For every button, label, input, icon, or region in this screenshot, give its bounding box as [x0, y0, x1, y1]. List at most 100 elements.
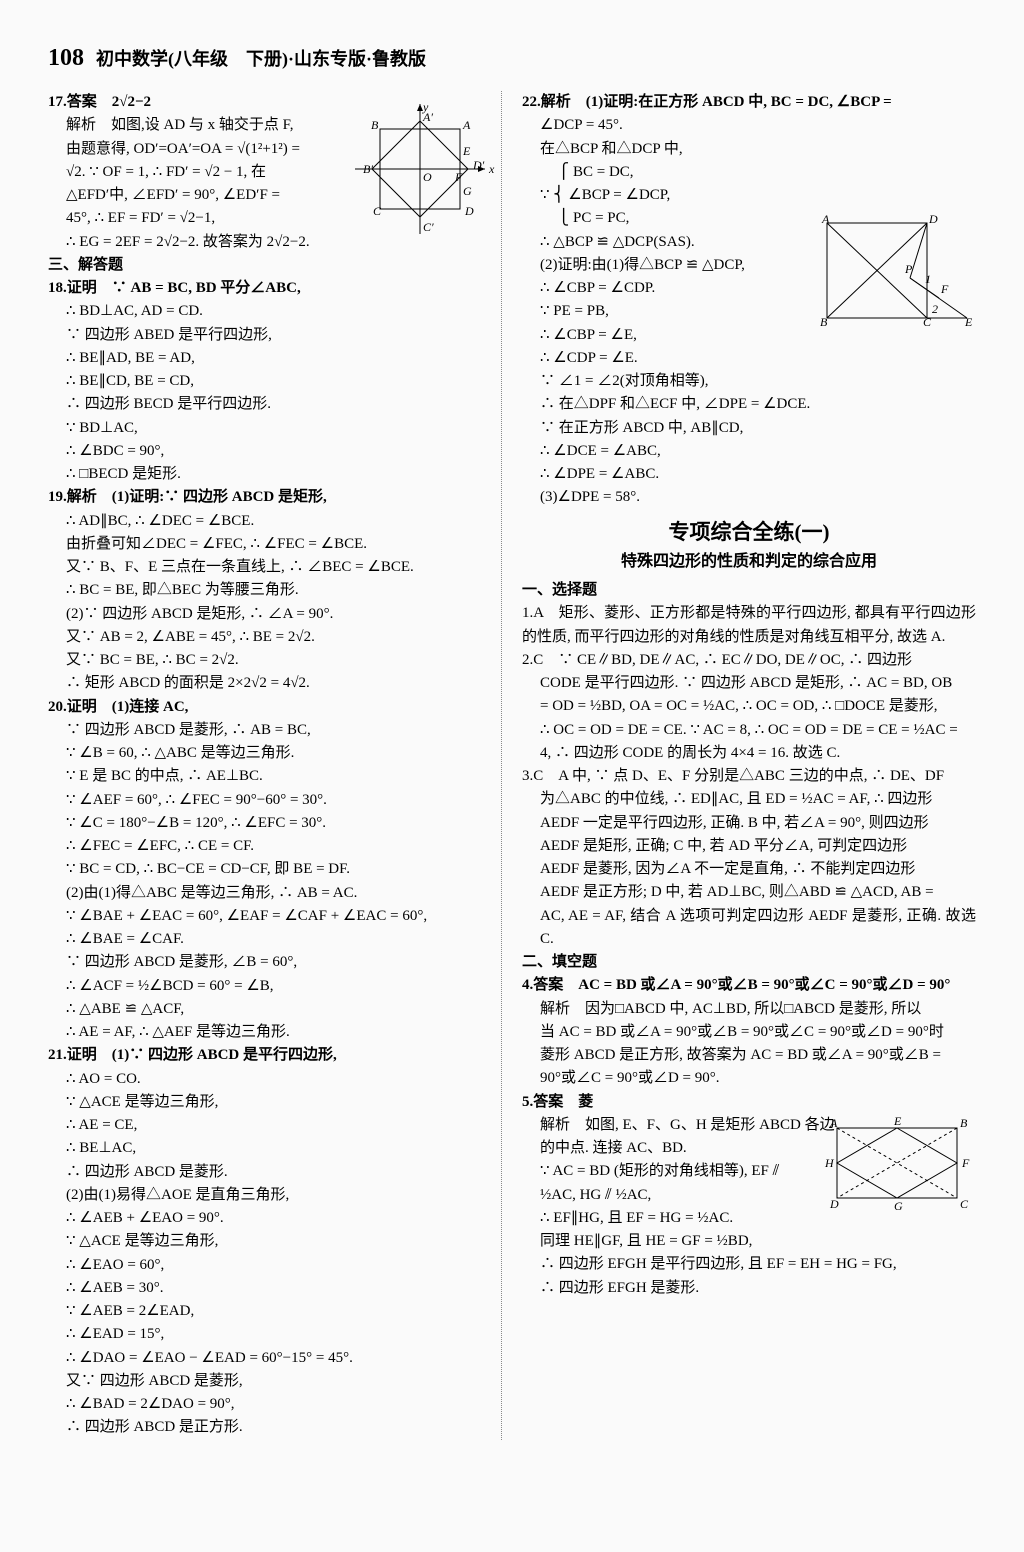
q21-head: 21.证明 (1)∵ 四边形 ABCD 是平行四边形, — [48, 1044, 483, 1067]
q2-e: 4, ∴ 四边形 CODE 的周长为 4×4 = 16. 故选 C. — [522, 742, 976, 765]
svg-text:B: B — [960, 1116, 968, 1130]
q2-a: 2.C ∵ CE∥BD, DE∥AC, ∴ EC∥DO, DE∥OC, ∴ 四边… — [522, 649, 976, 672]
q22-o: ∵ 在正方形 ABCD 中, AB∥CD, — [522, 417, 976, 440]
figure-q5-diagram: AEB HF DGC — [822, 1113, 972, 1213]
svg-text:F: F — [940, 282, 949, 296]
q1-a: 1.A 矩形、菱形、正方形都是特殊的平行四边形, 都具有平行四边形的性质, 而平… — [522, 602, 976, 649]
q19-c: 由折叠可知∠DEC = ∠FEC, ∴ ∠FEC = ∠BCE. — [48, 533, 483, 556]
q18-proof-head: 18.证明 ∵ AB = BC, BD 平分∠ABC, — [48, 277, 483, 300]
q3-b: 为△ABC 的中位线, ∴ ED∥AC, 且 ED = ½AC = AF, ∴ … — [522, 788, 976, 811]
svg-text:P: P — [904, 262, 913, 276]
q22-m: ∵ ∠1 = ∠2(对顶角相等), — [522, 370, 976, 393]
q21-q: ∴ 四边形 ABCD 是正方形. — [48, 1416, 483, 1439]
q5-i: ∴ 四边形 EFGH 是菱形. — [522, 1277, 976, 1300]
q19-d: 又∵ B、F、E 三点在一条直线上, ∴ ∠BEC = ∠BCE. — [48, 556, 483, 579]
q21-f: ∴ 四边形 ABCD 是菱形. — [48, 1161, 483, 1184]
q18-g: ∵ BD⊥AC, — [48, 417, 483, 440]
q22-p: ∴ ∠DCE = ∠ABC, — [522, 440, 976, 463]
q21-h: ∴ ∠AEB + ∠EAO = 90°. — [48, 1207, 483, 1230]
q20-i: (2)由(1)得△ABC 是等边三角形, ∴ AB = AC. — [48, 882, 483, 905]
q20-d: ∵ E 是 BC 的中点, ∴ AE⊥BC. — [48, 765, 483, 788]
two-column-layout: yx A′ BA ED′ B′OF G CD C′ 17.答案 2√2−2 解析… — [48, 91, 976, 1440]
q22-c: 在△BCP 和△DCP 中, — [522, 138, 976, 161]
q21-l: ∵ ∠AEB = 2∠EAD, — [48, 1300, 483, 1323]
q20-m: ∴ ∠ACF = ½∠BCD = 60° = ∠B, — [48, 975, 483, 998]
q20-l: ∵ 四边形 ABCD 是菱形, ∠B = 60°, — [48, 951, 483, 974]
q18-f: ∴ 四边形 BECD 是平行四边形. — [48, 393, 483, 416]
q22-e: ∵ ⎨ ∠BCP = ∠DCP, — [522, 184, 976, 207]
section-2-heading: 二、填空题 — [522, 951, 976, 974]
q18-h: ∴ ∠BDC = 90°, — [48, 440, 483, 463]
q20-o: ∴ AE = AF, ∴ △AEF 是等边三角形. — [48, 1021, 483, 1044]
q3-d: AEDF 是矩形, 正确; C 中, 若 AD 平分∠A, 可判定四边形 — [522, 835, 976, 858]
svg-text:G: G — [894, 1199, 903, 1213]
q20-e: ∵ ∠AEF = 60°, ∴ ∠FEC = 90°−60° = 30°. — [48, 789, 483, 812]
svg-text:D: D — [464, 204, 474, 218]
q19-g: 又∵ AB = 2, ∠ABE = 45°, ∴ BE = 2√2. — [48, 626, 483, 649]
svg-text:B: B — [820, 315, 828, 328]
q19-head: 19.解析 (1)证明:∵ 四边形 ABCD 是矩形, — [48, 486, 483, 509]
svg-text:D: D — [829, 1197, 839, 1211]
svg-text:E: E — [462, 144, 471, 158]
q20-n: ∴ △ABE ≌ △ACF, — [48, 998, 483, 1021]
q20-k: ∴ ∠BAE = ∠CAF. — [48, 928, 483, 951]
practice-subtitle: 特殊四边形的性质和判定的综合应用 — [522, 550, 976, 575]
svg-text:2: 2 — [932, 302, 938, 316]
section-3-heading: 三、解答题 — [48, 254, 483, 277]
q20-c: ∵ ∠B = 60, ∴ △ABC 是等边三角形. — [48, 742, 483, 765]
q5-h: ∴ 四边形 EFGH 是平行四边形, 且 EF = EH = HG = FG, — [522, 1253, 976, 1276]
q21-g: (2)由(1)易得△AOE 是直角三角形, — [48, 1184, 483, 1207]
q18-c: ∵ 四边形 ABED 是平行四边形, — [48, 324, 483, 347]
q4-c: 当 AC = BD 或∠A = 90°或∠B = 90°或∠C = 90°或∠D… — [522, 1021, 976, 1044]
svg-text:C: C — [923, 315, 932, 328]
svg-text:A: A — [821, 213, 830, 226]
q4-ans: 4.答案 AC = BD 或∠A = 90°或∠B = 90°或∠C = 90°… — [522, 974, 976, 997]
q18-b: ∴ BD⊥AC, AD = CD. — [48, 300, 483, 323]
q21-m: ∴ ∠EAD = 15°, — [48, 1323, 483, 1346]
svg-text:G: G — [463, 184, 472, 198]
q4-b: 解析 因为□ABCD 中, AC⊥BD, 所以□ABCD 是菱形, 所以 — [522, 998, 976, 1021]
q22-n: ∴ 在△DPF 和△ECF 中, ∠DPE = ∠DCE. — [522, 393, 976, 416]
q19-h: 又∵ BC = BE, ∴ BC = 2√2. — [48, 649, 483, 672]
q3-a: 3.C A 中, ∵ 点 D、E、F 分别是△ABC 三边的中点, ∴ DE、D… — [522, 765, 976, 788]
q22-head: 22.解析 (1)证明:在正方形 ABCD 中, BC = DC, ∠BCP = — [522, 91, 976, 114]
page-header: 108 初中数学(八年级 下册)·山东专版·鲁教版 — [48, 40, 976, 77]
q19-b: ∴ AD∥BC, ∴ ∠DEC = ∠BCE. — [48, 510, 483, 533]
q3-g: AC, AE = AF, 结合 A 选项可判定四边形 AEDF 是菱形, 正确.… — [522, 905, 976, 952]
q18-i: ∴ □BECD 是矩形. — [48, 463, 483, 486]
svg-text:x: x — [488, 162, 495, 176]
q19-e: ∴ BC = BE, 即△BEC 为等腰三角形. — [48, 579, 483, 602]
q21-o: 又∵ 四边形 ABCD 是菱形, — [48, 1370, 483, 1393]
svg-text:E: E — [964, 315, 972, 328]
q19-i: ∴ 矩形 ABCD 的面积是 2×2√2 = 4√2. — [48, 672, 483, 695]
q3-e: AEDF 是菱形, 因为∠A 不一定是直角, ∴ 不能判定四边形 — [522, 858, 976, 881]
figure-q22-diagram: AD P1 F2 BCE — [817, 213, 972, 328]
q20-b: ∵ 四边形 ABCD 是菱形, ∴ AB = BC, — [48, 719, 483, 742]
svg-text:F: F — [961, 1156, 970, 1170]
page-number: 108 — [48, 40, 84, 77]
q21-b: ∴ AO = CO. — [48, 1068, 483, 1091]
svg-text:D: D — [928, 213, 938, 226]
q3-c: AEDF 一定是平行四边形, 正确. B 中, 若∠A = 90°, 则四边形 — [522, 812, 976, 835]
svg-text:C: C — [960, 1197, 969, 1211]
q18-e: ∴ BE∥CD, BE = CD, — [48, 370, 483, 393]
q21-i: ∵ △ACE 是等边三角形, — [48, 1230, 483, 1253]
left-column: yx A′ BA ED′ B′OF G CD C′ 17.答案 2√2−2 解析… — [48, 91, 502, 1440]
svg-text:B: B — [371, 118, 379, 132]
svg-text:A: A — [462, 118, 471, 132]
q22-d: ⎧ BC = DC, — [522, 161, 976, 184]
q20-head: 20.证明 (1)连接 AC, — [48, 696, 483, 719]
q21-e: ∴ BE⊥AC, — [48, 1137, 483, 1160]
q5-g: 同理 HE∥GF, 且 HE = GF = ½BD, — [522, 1230, 976, 1253]
q19-f: (2)∵ 四边形 ABCD 是矩形, ∴ ∠A = 90°. — [48, 603, 483, 626]
q21-j: ∴ ∠EAO = 60°, — [48, 1254, 483, 1277]
svg-text:B′: B′ — [363, 162, 373, 176]
q4-d: 菱形 ABCD 是正方形, 故答案为 AC = BD 或∠A = 90°或∠B … — [522, 1044, 976, 1067]
book-title: 初中数学(八年级 下册)·山东专版·鲁教版 — [96, 46, 426, 74]
q21-p: ∴ ∠BAD = 2∠DAO = 90°, — [48, 1393, 483, 1416]
q20-h: ∵ BC = CD, ∴ BC−CE = CD−CF, 即 BE = DF. — [48, 858, 483, 881]
q3-f: AEDF 是正方形; D 中, 若 AD⊥BC, 则△ABD ≌ △ACD, A… — [522, 881, 976, 904]
q21-n: ∴ ∠DAO = ∠EAO − ∠EAD = 60°−15° = 45°. — [48, 1347, 483, 1370]
q21-d: ∴ AE = CE, — [48, 1114, 483, 1137]
svg-text:A: A — [829, 1116, 838, 1130]
